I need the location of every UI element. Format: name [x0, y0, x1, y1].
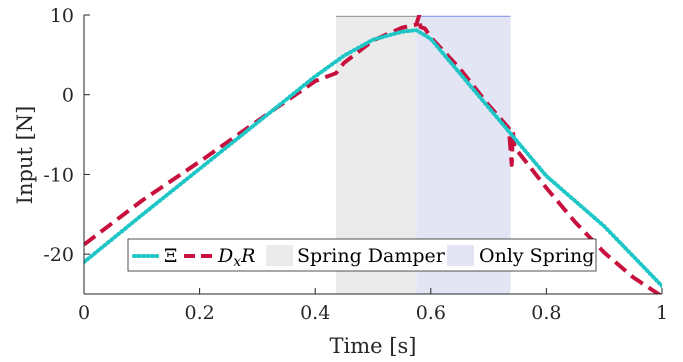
x-tick-label: 0.8: [531, 302, 561, 324]
legend-swatch-only-spring: [447, 245, 474, 266]
legend-label-dxr: DxR: [217, 245, 255, 270]
y-tick-label: 0: [62, 85, 74, 107]
shaded-regions: [336, 15, 511, 294]
y-tick-label: -20: [43, 244, 74, 266]
legend: Ξ DxR Spring Damper Only Spring: [127, 238, 597, 272]
legend-label-dxr-suffix: R: [240, 245, 255, 267]
legend-label-dxr-base: D: [217, 245, 233, 267]
x-tick-label: 0.6: [416, 302, 446, 324]
series-xi-line: [84, 28, 662, 289]
legend-label-spring-damper: Spring Damper: [297, 245, 446, 267]
x-tick-label: 0: [78, 302, 90, 324]
y-tick-label: 10: [50, 5, 74, 27]
x-axis-ticks: 0 0.2 0.4 0.6 0.8 1: [78, 288, 668, 324]
series-dxr-line: [84, 15, 662, 294]
legend-label-dxr-subscript: x: [233, 254, 241, 270]
x-tick-label: 0.2: [184, 302, 214, 324]
x-axis-label: Time [s]: [330, 334, 417, 358]
x-tick-label: 0.4: [300, 302, 330, 324]
legend-label-xi: Ξ: [164, 245, 177, 267]
y-axis-ticks: -20 -10 0 10: [43, 5, 90, 266]
legend-swatch-spring-damper: [266, 245, 293, 266]
legend-label-only-spring: Only Spring: [479, 245, 594, 267]
x-tick-label: 1: [656, 302, 668, 324]
y-tick-label: -10: [43, 164, 74, 186]
y-axis-label: Input [N]: [13, 106, 37, 205]
series-lines: [84, 15, 662, 294]
